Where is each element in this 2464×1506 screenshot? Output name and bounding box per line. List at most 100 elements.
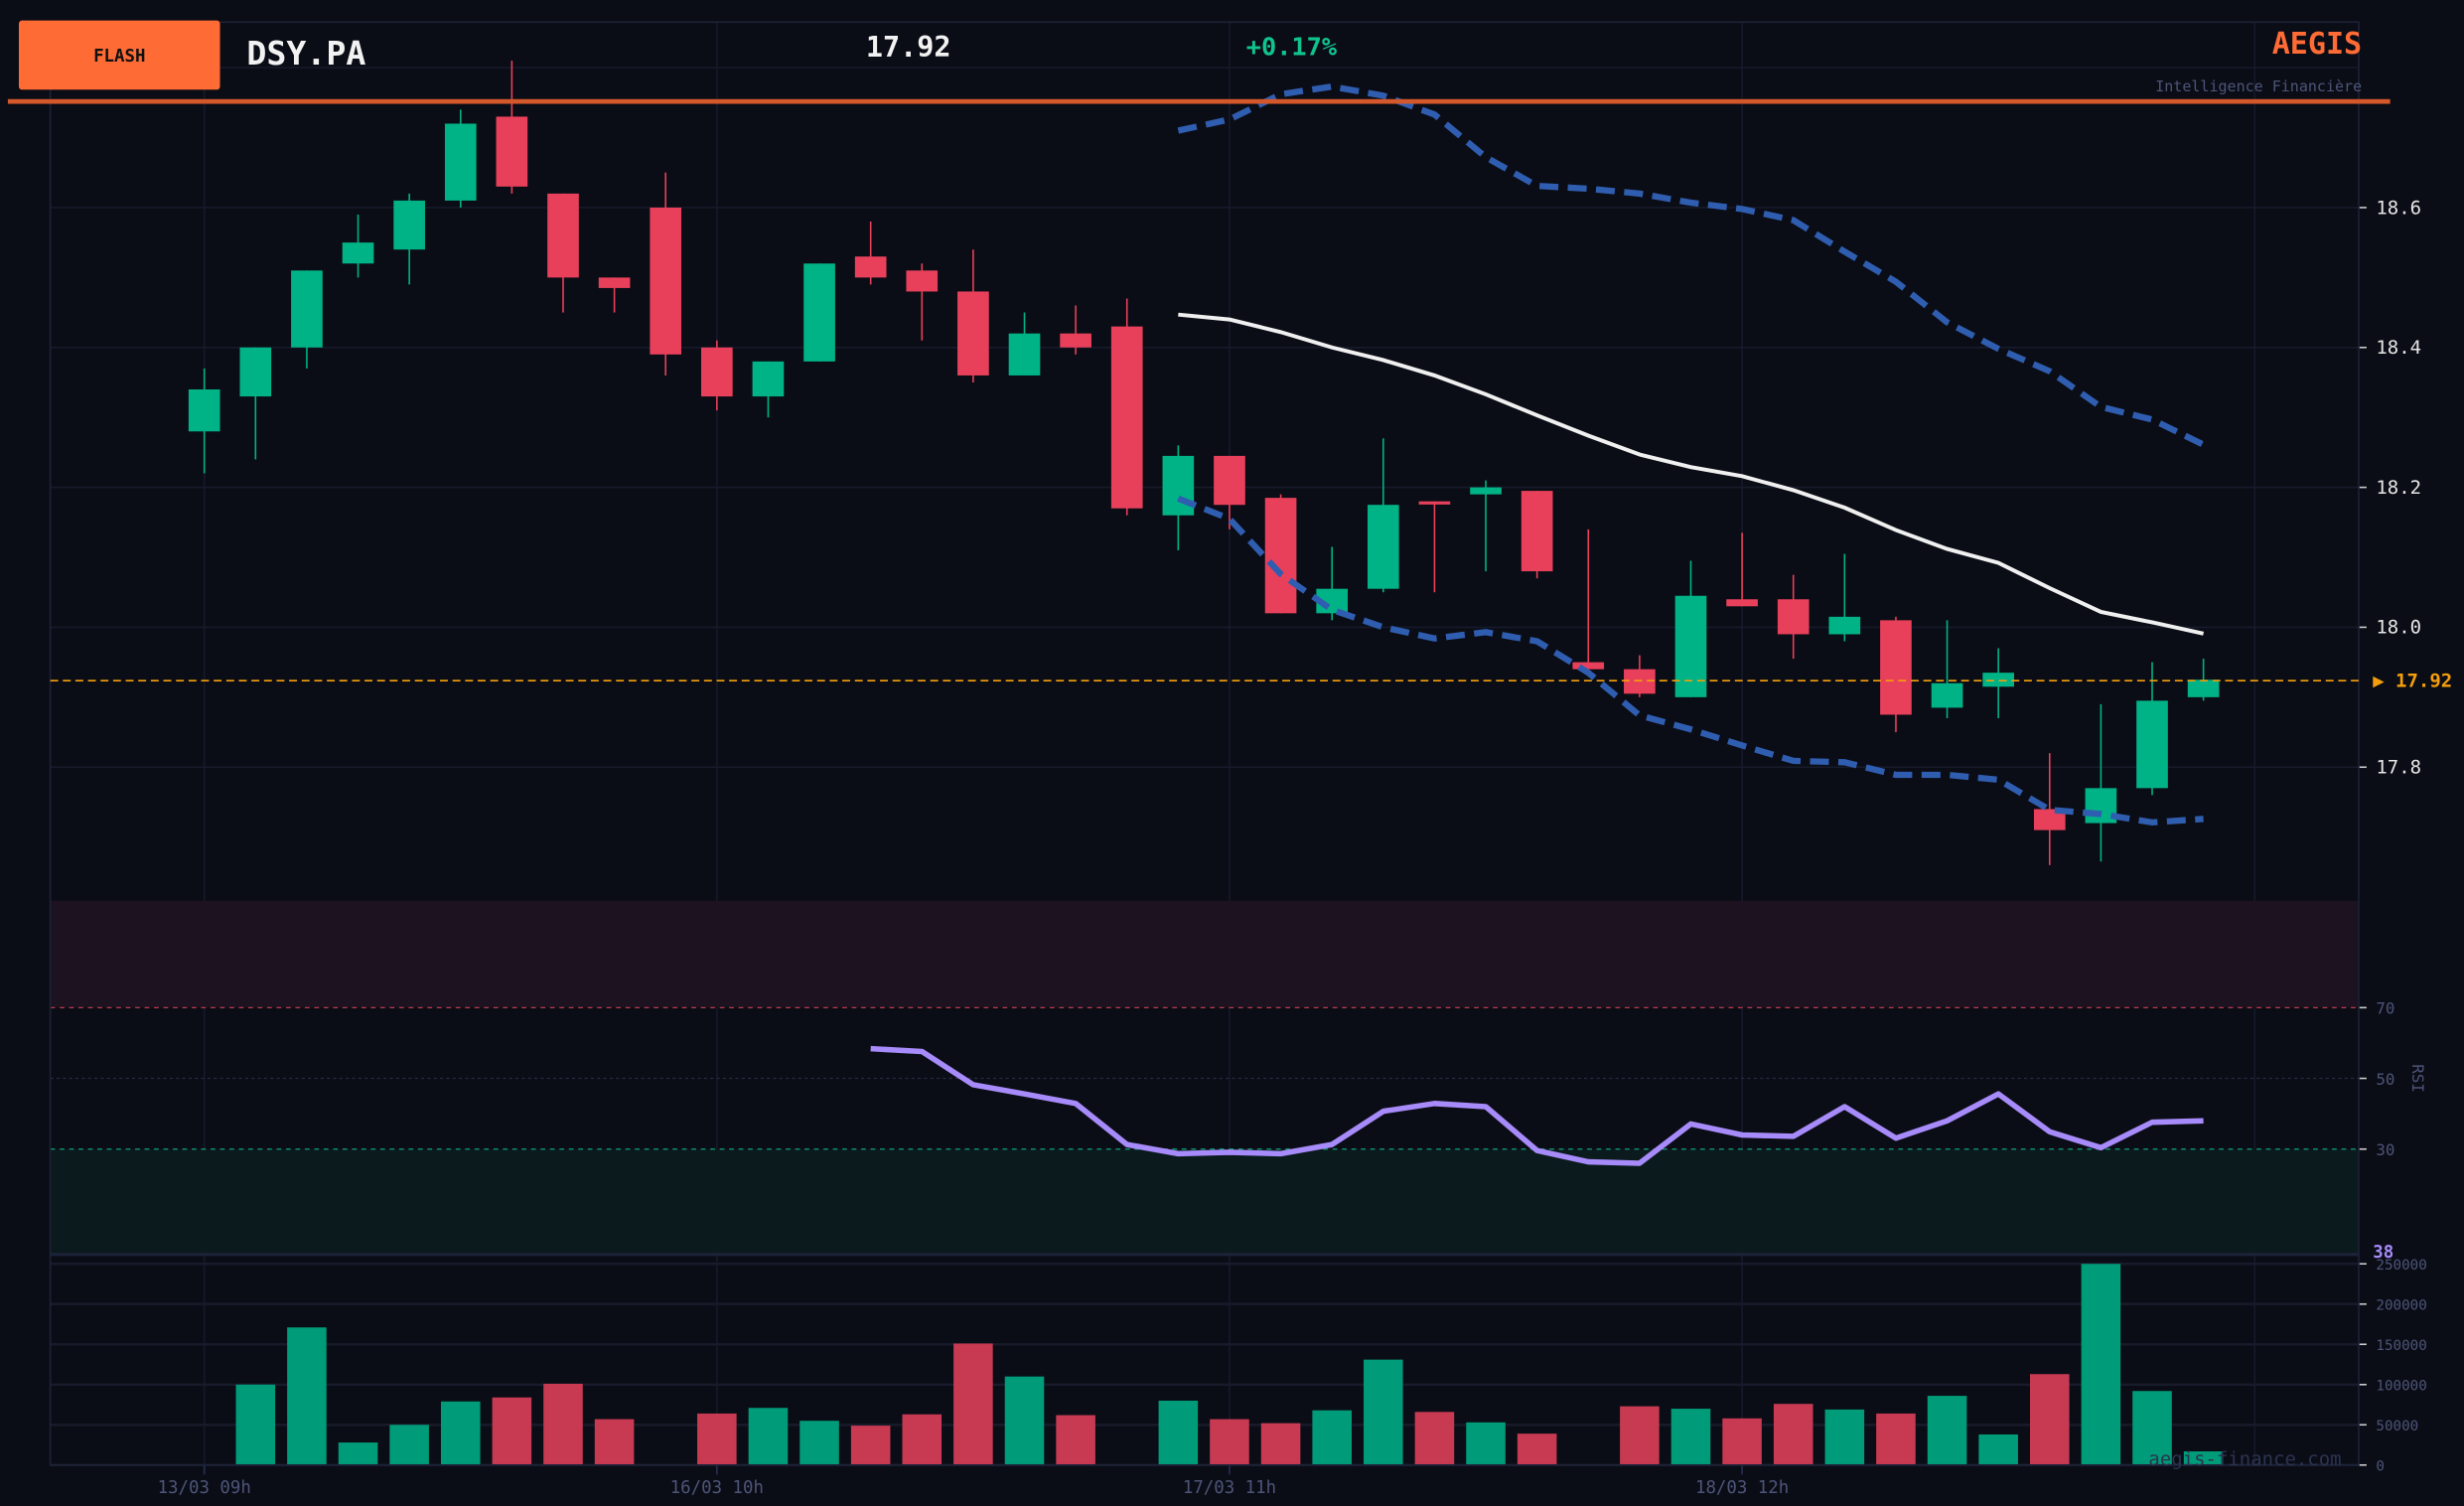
volume-bar	[1364, 1359, 1403, 1465]
candle-bullish	[188, 389, 220, 432]
candle-bullish	[1470, 487, 1502, 495]
volume-bar	[389, 1425, 429, 1465]
candle-bearish	[957, 291, 989, 376]
candle-bullish	[2187, 679, 2220, 697]
candle-bearish	[854, 256, 887, 278]
bollinger-lower	[1177, 495, 2204, 827]
volume-bar	[1312, 1410, 1352, 1465]
candle-bearish	[598, 277, 631, 288]
volume-axis-label: 50000	[2376, 1419, 2418, 1434]
grid	[50, 22, 2359, 1466]
candle-bearish	[1214, 455, 1245, 506]
price-axis-label: 18.4	[2376, 337, 2421, 359]
candles	[188, 61, 2220, 865]
candle-bullish	[1367, 505, 1399, 589]
volume-bar	[1004, 1376, 1045, 1465]
volume-bar	[1876, 1413, 1916, 1465]
candle-bullish	[291, 270, 323, 348]
candle-bearish	[1726, 599, 1758, 607]
candle-bearish	[1880, 620, 1912, 715]
rsi-line	[870, 1045, 2204, 1166]
candle-bullish	[342, 242, 374, 264]
volume-bar	[1158, 1400, 1199, 1465]
volume-bar	[902, 1414, 942, 1465]
candle-bearish	[1521, 491, 1553, 572]
flash-badge-label: FLASH	[93, 47, 145, 67]
candle-bullish	[1931, 682, 1963, 708]
candle-bearish	[496, 116, 528, 187]
volume-bar	[799, 1421, 839, 1465]
volume-bar	[287, 1327, 327, 1465]
candle-bearish	[1418, 501, 1451, 505]
volume-bar	[2132, 1391, 2172, 1465]
volume-bar	[2183, 1450, 2224, 1465]
header-divider	[7, 98, 2391, 104]
candle-bullish	[444, 123, 477, 201]
candle-bullish	[1674, 595, 1707, 697]
price-axis-label: 18.2	[2376, 477, 2421, 499]
volume-axis-label: 250000	[2376, 1258, 2426, 1274]
candle-bearish	[906, 270, 939, 292]
bollinger-middle	[1178, 312, 2205, 636]
volume-bar	[1773, 1404, 1813, 1465]
volume-bar	[1670, 1409, 1711, 1465]
candle-bullish	[1982, 673, 2014, 687]
current-price-label: ▶ 17.92	[2373, 671, 2452, 692]
volume-bar	[1517, 1433, 1557, 1465]
candle-bearish	[547, 193, 579, 278]
price-axis-label: 18.0	[2376, 617, 2421, 639]
axes: 13/03 09h 16/03 10h 17/03 11h 18/03 12h 17.8…	[49, 21, 2427, 1498]
watermark: aegis-finance.com	[2148, 1448, 2341, 1470]
volume-bar	[1824, 1409, 1865, 1465]
candle-bearish	[701, 347, 733, 397]
rsi-current-value: 38	[2373, 1243, 2393, 1263]
price-axis-label: 18.6	[2376, 197, 2421, 219]
header: FLASH DSY.PA 17.92 +0.17% AEGIS Intellig…	[7, 20, 2391, 104]
candle-bearish	[2033, 809, 2066, 830]
rsi-series	[870, 1045, 2204, 1166]
volume-axis-label: 100000	[2376, 1378, 2426, 1394]
candle-bearish	[650, 207, 682, 355]
plot-frame	[49, 21, 2360, 1466]
volume-bar	[235, 1384, 276, 1465]
brand-logo: AEGIS	[2272, 27, 2362, 62]
volume-bar	[1260, 1423, 1301, 1465]
volume-bar	[440, 1401, 481, 1465]
flash-badge	[18, 20, 220, 90]
volume-bar	[338, 1442, 378, 1465]
volume-bar	[697, 1413, 737, 1465]
candle-bearish	[1572, 662, 1605, 670]
volume-bars	[235, 1264, 2224, 1465]
candle-bullish	[239, 347, 272, 397]
candle-bullish	[393, 200, 425, 250]
candle-bearish	[1777, 599, 1810, 635]
volume-bar	[953, 1343, 993, 1465]
candle-bullish	[1008, 333, 1041, 376]
last-price: 17.92	[866, 31, 951, 64]
volume-bar	[594, 1419, 635, 1465]
candle-bullish	[803, 263, 835, 362]
candle-bearish	[1060, 333, 1091, 348]
rsi-axis-label: 50	[2376, 1070, 2394, 1089]
volume-bar	[1056, 1415, 1095, 1465]
volume-bar	[850, 1426, 891, 1465]
volume-bar	[2030, 1374, 2070, 1465]
candle-bullish	[1828, 616, 1861, 635]
rsi-overbought-zone	[50, 900, 2359, 1008]
candle-bullish	[2136, 700, 2168, 789]
candle-bullish	[1162, 455, 1195, 516]
volume-bar	[1620, 1406, 1660, 1465]
bollinger-bands	[1177, 82, 2206, 827]
volume-bar	[748, 1408, 789, 1465]
candle-bullish	[752, 361, 785, 397]
rsi-axis-label: RSI	[2408, 1064, 2427, 1093]
brand-tagline: Intelligence Financière	[2155, 77, 2362, 95]
volume-axis-label: 150000	[2376, 1338, 2426, 1354]
price-change: +0.17%	[1246, 32, 1338, 61]
volume-bar	[492, 1397, 532, 1465]
volume-axis-label: 0	[2376, 1458, 2385, 1474]
volume-bar	[1210, 1419, 1249, 1465]
volume-bar	[2081, 1264, 2121, 1465]
x-tick-label: 13/03 09h	[158, 1478, 251, 1498]
